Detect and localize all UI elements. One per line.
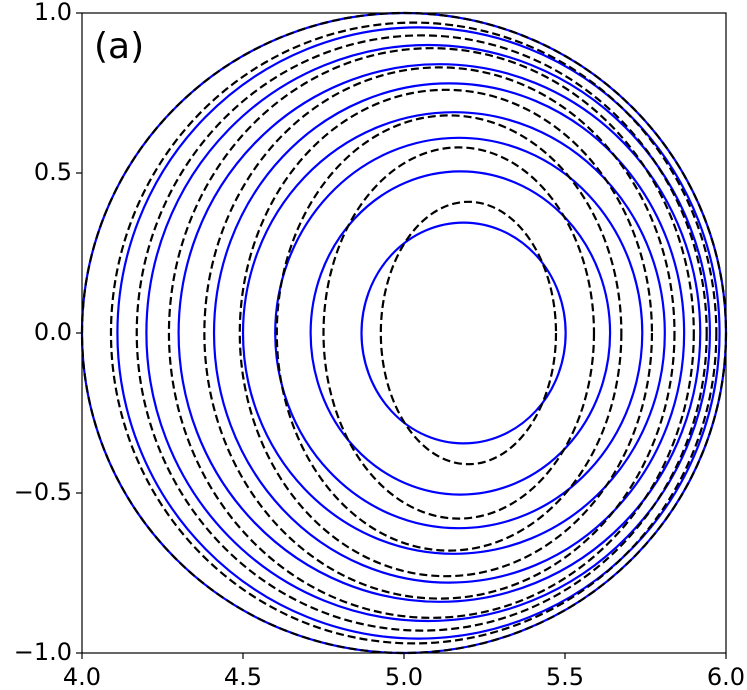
dashed-contour — [379, 200, 558, 466]
solid-contour — [177, 63, 702, 603]
x-tick-label: 4.5 — [224, 663, 262, 690]
y-tick-label: 1.0 — [34, 0, 72, 26]
dashed-contour — [203, 66, 676, 600]
dashed-contour — [322, 146, 596, 520]
solid-contour — [309, 170, 612, 496]
y-tick-label: −0.5 — [14, 478, 72, 506]
solid-contour — [116, 26, 721, 640]
x-tick-label: 6.0 — [707, 663, 745, 690]
solid-contour — [241, 111, 666, 555]
solid-contour — [360, 221, 567, 445]
solid-contour — [274, 136, 644, 530]
dashed-contour — [238, 88, 654, 578]
x-tick-label: 5.0 — [385, 663, 423, 690]
x-tick-label: 5.5 — [546, 663, 584, 690]
dashed-contour — [135, 34, 708, 632]
y-tick-label: 0.0 — [34, 318, 72, 346]
dashed-contour — [275, 114, 623, 552]
y-tick-label: −1.0 — [14, 638, 72, 666]
dashed-contour — [109, 21, 718, 645]
panel-label: (a) — [94, 26, 144, 67]
solid-contour — [145, 43, 711, 623]
y-tick-label: 0.5 — [34, 158, 72, 186]
solid-contour — [212, 82, 686, 584]
x-tick-label: 4.0 — [63, 663, 101, 690]
dashed-contour — [167, 47, 695, 619]
